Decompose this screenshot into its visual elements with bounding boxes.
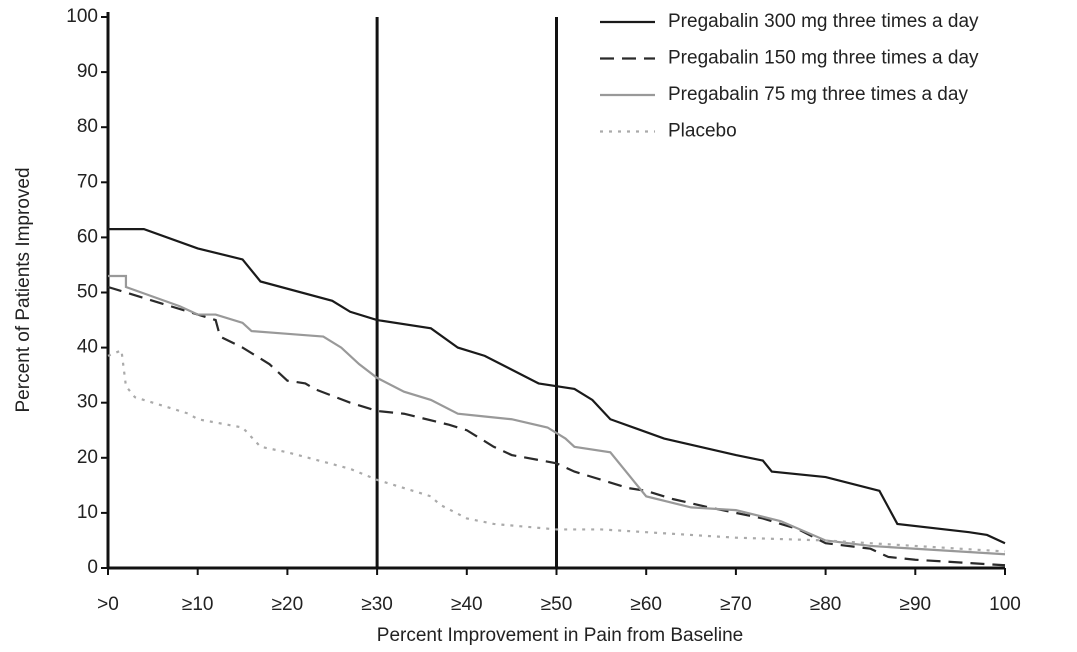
x-axis-label: Percent Improvement in Pain from Baselin…	[377, 625, 743, 646]
x-tick-label: ≥80	[810, 594, 842, 615]
x-tick-label: 100	[989, 594, 1021, 615]
x-tick-label: ≥70	[720, 594, 752, 615]
y-tick-label: 20	[77, 447, 98, 468]
y-tick-label: 0	[87, 557, 98, 578]
series-line	[107, 285, 1006, 567]
x-tick-label: ≥30	[361, 594, 393, 615]
y-tick-label: 60	[77, 226, 98, 247]
x-tick-label: ≥50	[541, 594, 573, 615]
y-tick-label: 30	[77, 392, 98, 413]
legend-label: Pregabalin 75 mg three times a day	[668, 84, 968, 105]
series-line	[108, 228, 1006, 545]
x-tick-label: ≥40	[451, 594, 483, 615]
x-tick-label: >0	[97, 594, 119, 615]
y-tick-label: 90	[77, 61, 98, 82]
y-tick-label: 80	[77, 116, 98, 137]
y-tick-label: 70	[77, 171, 98, 192]
y-tick-label: 50	[77, 282, 98, 303]
y-axis-label: Percent of Patients Improved	[13, 167, 34, 412]
y-tick-label: 100	[66, 6, 98, 27]
legend-label: Placebo	[668, 121, 737, 142]
x-tick-label: ≥20	[272, 594, 304, 615]
x-tick-label: ≥90	[900, 594, 932, 615]
legend-label: Pregabalin 150 mg three times a day	[668, 48, 979, 69]
series-line	[108, 274, 1006, 556]
legend-label: Pregabalin 300 mg three times a day	[668, 11, 979, 32]
y-tick-label: 10	[77, 502, 98, 523]
y-tick-label: 40	[77, 337, 98, 358]
x-tick-label: ≥10	[182, 594, 214, 615]
x-tick-label: ≥60	[630, 594, 662, 615]
